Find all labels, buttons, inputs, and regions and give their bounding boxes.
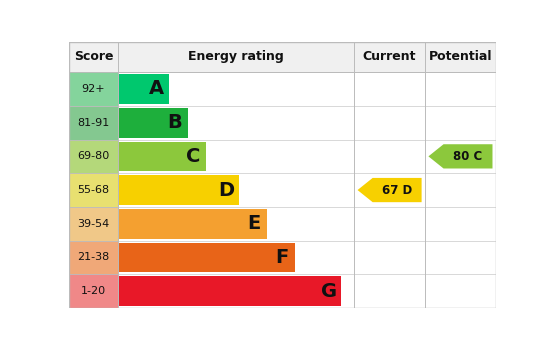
Bar [118,276,342,306]
Text: 69-80: 69-80 [77,151,110,161]
Bar [118,209,267,238]
Bar [118,142,207,171]
Text: 39-54: 39-54 [77,219,110,229]
Text: A: A [149,80,164,99]
Text: 1-20: 1-20 [81,286,106,296]
Bar [118,108,188,137]
Bar [118,243,295,272]
Bar [69,139,118,173]
Bar [69,42,496,72]
Bar [69,106,118,139]
Text: Score: Score [74,50,113,63]
Text: G: G [321,282,337,301]
Text: C: C [186,147,201,166]
Text: 55-68: 55-68 [77,185,110,195]
Bar [69,173,118,207]
Text: Energy rating: Energy rating [188,50,284,63]
Text: 81-91: 81-91 [77,118,110,128]
Text: 92+: 92+ [82,84,105,94]
Bar [69,240,118,274]
Bar [69,207,118,240]
Bar [118,74,169,104]
Text: D: D [218,181,234,200]
Bar [118,175,239,205]
Text: F: F [276,248,289,267]
Text: 21-38: 21-38 [77,253,110,262]
Text: 67 D: 67 D [382,183,412,197]
Polygon shape [429,144,493,169]
Text: B: B [168,113,182,132]
Text: Current: Current [363,50,417,63]
Text: Potential: Potential [429,50,492,63]
Bar [69,72,118,106]
Bar [69,274,118,308]
Text: E: E [247,214,261,233]
Text: 80 C: 80 C [453,150,483,163]
Polygon shape [358,178,422,202]
